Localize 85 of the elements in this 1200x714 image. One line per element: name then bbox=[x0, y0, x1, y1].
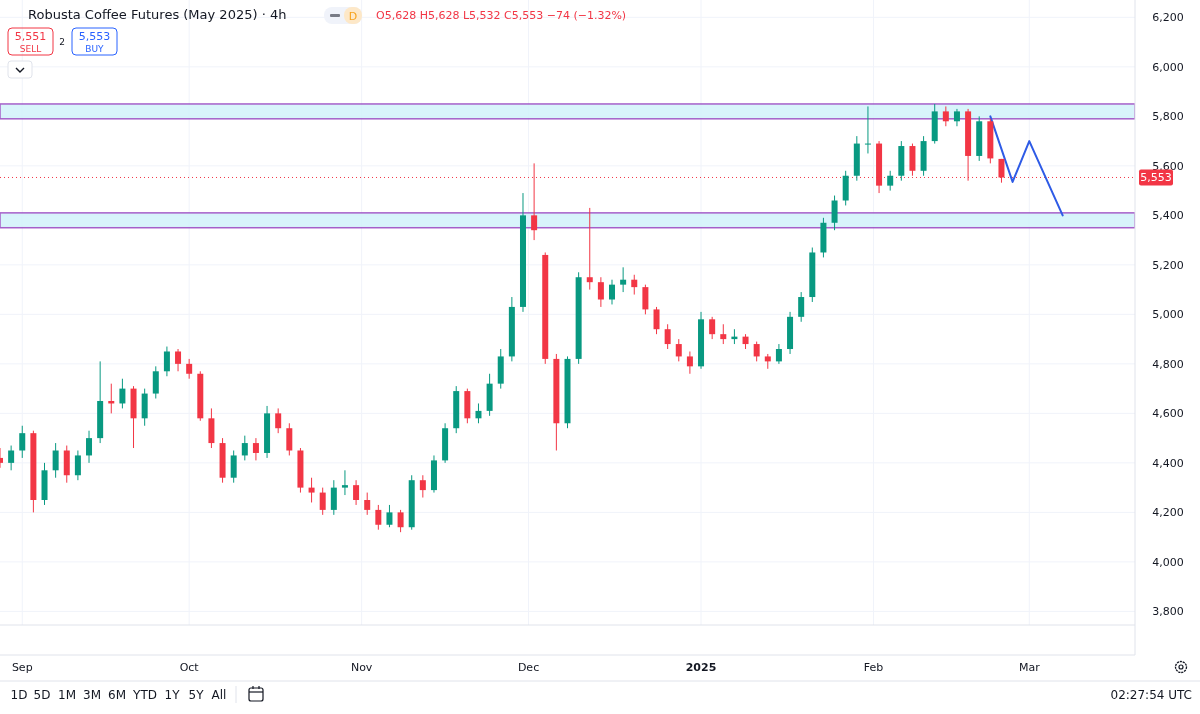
candlestick bbox=[597, 276, 604, 308]
line-series bbox=[989, 115, 1064, 217]
x-tick-label: Dec bbox=[517, 661, 540, 674]
candlestick bbox=[942, 105, 949, 127]
candlestick bbox=[319, 487, 326, 516]
candlestick bbox=[230, 450, 237, 484]
candlestick bbox=[798, 291, 805, 323]
candlestick bbox=[241, 435, 248, 461]
x-tick-label: Sep bbox=[11, 661, 33, 674]
candlestick bbox=[675, 338, 682, 362]
candlestick bbox=[275, 407, 282, 434]
annotation: D bbox=[348, 10, 358, 23]
candlestick bbox=[86, 430, 93, 464]
x-tick-label: 2025 bbox=[685, 661, 717, 674]
y-tick-label: 5,800 bbox=[1152, 110, 1184, 124]
y-tick-label: 4,000 bbox=[1152, 555, 1184, 569]
text: 1D bbox=[10, 688, 28, 702]
annotation: 2 bbox=[59, 37, 65, 47]
candlestick bbox=[631, 274, 638, 296]
text: Robusta Coffee Futures (May 2025) · 4h bbox=[28, 7, 287, 22]
candlestick bbox=[686, 350, 693, 375]
x-tick-label: Nov bbox=[350, 661, 373, 674]
candlestick bbox=[330, 479, 337, 516]
x-tick-label: Mar bbox=[1018, 661, 1041, 674]
candlestick bbox=[397, 509, 404, 533]
x-tick-label: Feb bbox=[863, 661, 884, 674]
y-tick-label: 5,200 bbox=[1152, 258, 1184, 272]
text: 1M bbox=[58, 688, 76, 702]
annotation: 5,551 bbox=[14, 30, 47, 43]
text: 1Y bbox=[164, 688, 181, 702]
candlestick bbox=[252, 437, 259, 461]
y-tick-label: 4,800 bbox=[1152, 357, 1184, 371]
candlestick bbox=[709, 316, 716, 340]
y-tick-label: 5,400 bbox=[1152, 209, 1184, 223]
candlestick bbox=[419, 474, 426, 499]
candlestick bbox=[52, 442, 59, 479]
text: 02:27:54 UTC bbox=[1110, 688, 1192, 702]
y-tick-label: 5,000 bbox=[1152, 308, 1184, 322]
text: 5Y bbox=[188, 688, 205, 702]
candlestick bbox=[664, 323, 671, 350]
ref-line-label: 5,553 bbox=[1140, 171, 1172, 185]
candlestick bbox=[775, 343, 782, 365]
candlestick bbox=[620, 266, 627, 293]
text: 5D bbox=[33, 688, 51, 702]
candlestick bbox=[753, 341, 760, 362]
text: 3M bbox=[83, 688, 101, 702]
candlestick bbox=[475, 402, 482, 424]
text: YTD bbox=[132, 688, 157, 702]
candlestick bbox=[186, 358, 193, 380]
annotation: 5,553 bbox=[78, 30, 111, 43]
candlestick bbox=[720, 323, 727, 345]
candlestick bbox=[653, 306, 660, 335]
candlestick bbox=[364, 492, 371, 516]
candlestick bbox=[341, 469, 348, 496]
candlestick bbox=[375, 504, 382, 531]
y-tick-label: 6,200 bbox=[1152, 11, 1184, 25]
candlestick bbox=[286, 422, 293, 456]
candlestick bbox=[308, 477, 315, 503]
candlestick bbox=[831, 195, 838, 231]
candlestick bbox=[19, 425, 26, 459]
candlestick bbox=[887, 170, 894, 192]
x-tick-label: Oct bbox=[179, 661, 200, 674]
text: 6M bbox=[108, 688, 126, 702]
text: O5,628 H5,628 L5,532 C5,553 −74 (−1.32%) bbox=[376, 9, 627, 22]
y-tick-label: 4,600 bbox=[1152, 407, 1184, 421]
y-tick-label: 5,600 bbox=[1152, 159, 1184, 173]
annotation: BUY bbox=[85, 44, 105, 54]
candlestick bbox=[152, 365, 159, 400]
annotation: SELL bbox=[19, 44, 42, 54]
candlestick bbox=[119, 378, 126, 409]
y-tick-label: 4,400 bbox=[1152, 456, 1184, 470]
candlestick bbox=[353, 479, 360, 506]
candlestick bbox=[864, 105, 871, 154]
y-tick-label: 4,200 bbox=[1152, 506, 1184, 520]
candlestick bbox=[175, 348, 182, 372]
candlestick bbox=[74, 450, 81, 481]
candlestick bbox=[586, 207, 593, 291]
candlestick bbox=[163, 346, 170, 377]
candlestick bbox=[8, 445, 15, 471]
y-tick-label: 6,000 bbox=[1152, 60, 1184, 74]
y-tick-label: 3,800 bbox=[1152, 605, 1184, 619]
candlestick bbox=[386, 504, 393, 528]
text: All bbox=[211, 688, 227, 702]
candlestick bbox=[642, 284, 649, 315]
candlestick bbox=[609, 279, 616, 305]
